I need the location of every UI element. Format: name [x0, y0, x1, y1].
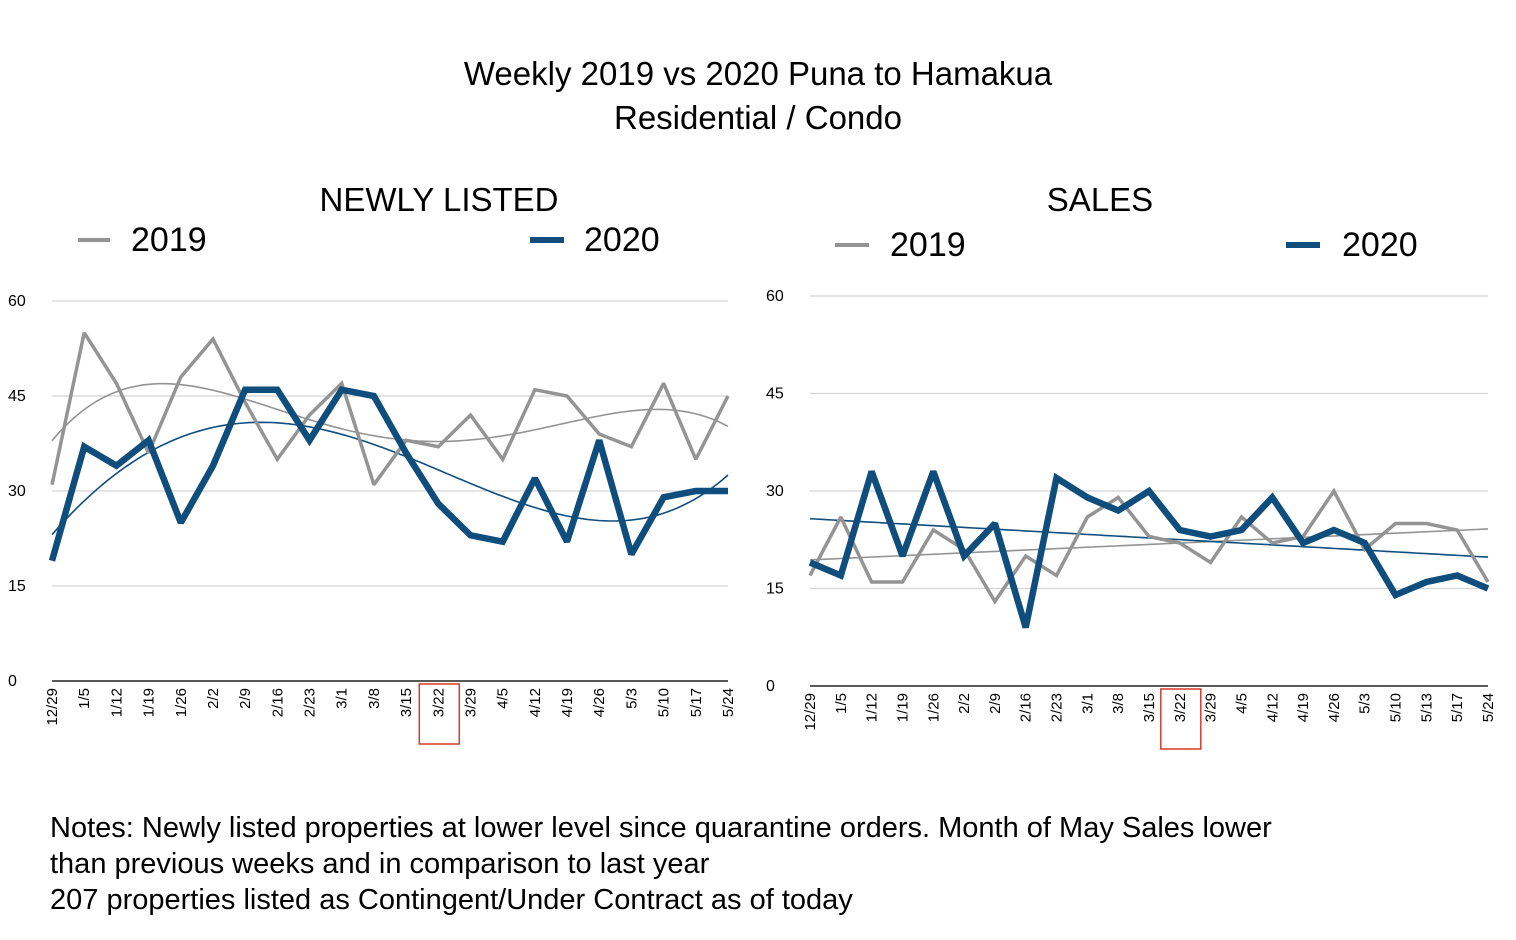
- sales-x-tick-label: 3/8: [1110, 693, 1127, 714]
- sales-x-tick-label: 4/5: [1233, 693, 1250, 714]
- newly-listed-y-tick-30: 30: [8, 483, 26, 500]
- newly-listed-y-tick-0: 0: [8, 673, 17, 690]
- newly-listed-y-tick-15: 15: [8, 578, 26, 595]
- notes-line-2: than previous weeks and in comparison to…: [50, 848, 710, 880]
- sales-y-tick-15: 15: [766, 581, 784, 598]
- newly-listed-highlight-box: [418, 683, 461, 745]
- newly-listed-x-tick-label: 1/5: [76, 688, 93, 709]
- sales-x-tick-label: 12/29: [802, 693, 819, 731]
- sales-x-tick-label: 4/26: [1326, 693, 1343, 722]
- newly-listed-x-tick-label: 5/3: [623, 688, 640, 709]
- sales-legend: 2019 2020: [835, 226, 1418, 264]
- sales-y-tick-30: 30: [766, 483, 784, 500]
- sales-x-tick-label: 1/26: [925, 693, 942, 722]
- newly-listed-y-tick-45: 45: [8, 388, 26, 405]
- sales-chart: SALES 2019 2020 0 15 30 45 60 12/29 1/5 1/12 1/19 1/…: [766, 181, 1497, 750]
- notes: Notes: Newly listed properties at lower …: [50, 810, 1490, 918]
- sales-x-tick-label: 5/24: [1480, 693, 1497, 722]
- sales-x-tick-label: 4/19: [1295, 693, 1312, 722]
- newly-listed-x-tick-label: 5/17: [688, 688, 705, 717]
- main-title-line-2: Residential / Condo: [613, 99, 902, 136]
- sales-x-tick-label: 3/1: [1079, 693, 1096, 714]
- sales-y-tick-60: 60: [766, 288, 784, 305]
- newly-listed-x-tick-label: 3/15: [398, 688, 415, 717]
- newly-listed-title: NEWLY LISTED: [319, 181, 558, 218]
- newly-listed-legend-label-2019: 2019: [131, 221, 207, 259]
- sales-x-tick-label: 1/19: [894, 693, 911, 722]
- newly-listed-x-tick-label: 4/19: [559, 688, 576, 717]
- newly-listed-series-line-2020: [48, 386, 728, 562]
- newly-listed-trendline-2019: [51, 382, 729, 443]
- newly-listed-x-tick-label: 3/8: [366, 688, 383, 709]
- newly-listed-x-tick-label: 2/16: [269, 688, 286, 717]
- newly-listed-chart: NEWLY LISTED 2019 2020 0 15 30 45 60 12/29 1/5 1/1…: [8, 181, 737, 745]
- newly-listed-x-tick-label: 3/22: [430, 688, 447, 717]
- newly-listed-x-tick-label: 1/26: [173, 688, 190, 717]
- sales-x-tick-label: 3/22: [1172, 693, 1189, 722]
- sales-legend-label-2019: 2019: [890, 226, 966, 264]
- newly-listed-series-line-2019: [50, 331, 730, 486]
- newly-listed-trendline-2020: [51, 421, 729, 536]
- sales-title: SALES: [1047, 181, 1153, 218]
- newly-listed-x-tick-label: 1/19: [141, 688, 158, 717]
- newly-listed-x-tick-label: 5/24: [720, 688, 737, 717]
- sales-x-tick-label: 2/16: [1018, 693, 1035, 722]
- newly-listed-legend-label-2020: 2020: [584, 221, 660, 259]
- newly-listed-x-tick-label: 12/29: [44, 688, 61, 726]
- newly-listed-legend: 2019 2020: [78, 221, 660, 259]
- newly-listed-x-tick-label: 5/10: [656, 688, 673, 717]
- sales-x-tick-label: 2/2: [956, 693, 973, 714]
- sales-x-tick-label: 3/15: [1141, 693, 1158, 722]
- newly-listed-x-tick-label: 2/2: [205, 688, 222, 709]
- sales-x-tick-label: 5/3: [1357, 693, 1374, 714]
- sales-x-tick-label: 2/9: [987, 693, 1004, 714]
- newly-listed-y-tick-60: 60: [8, 293, 26, 310]
- newly-listed-x-tick-label: 4/26: [591, 688, 608, 717]
- newly-listed-x-tick-label: 2/23: [302, 688, 319, 717]
- sales-x-tick-label: 4/12: [1264, 693, 1281, 722]
- sales-x-tick-label: 3/29: [1203, 693, 1220, 722]
- notes-line-3: 207 properties listed as Contingent/Unde…: [50, 884, 853, 916]
- sales-x-tick-label: 1/5: [833, 693, 850, 714]
- sales-legend-label-2020: 2020: [1342, 226, 1418, 264]
- sales-highlight-box: [1160, 688, 1202, 750]
- newly-listed-x-tick-label: 4/12: [527, 688, 544, 717]
- sales-x-tick-label: 5/13: [1418, 693, 1435, 722]
- main-title: Weekly 2019 vs 2020 Puna to Hamakua Resi…: [0, 52, 1516, 140]
- sales-y-tick-45: 45: [766, 386, 784, 403]
- main-title-line-1: Weekly 2019 vs 2020 Puna to Hamakua: [463, 55, 1053, 92]
- sales-x-tick-label: 5/10: [1388, 693, 1405, 722]
- sales-x-tick-label: 2/23: [1049, 693, 1066, 722]
- notes-line-1: Notes: Newly listed properties at lower …: [50, 812, 1272, 844]
- sales-x-tick-label: 5/17: [1449, 693, 1466, 722]
- newly-listed-x-tick-label: 2/9: [237, 688, 254, 709]
- sales-trendline-2019: [809, 528, 1489, 561]
- newly-listed-x-tick-label: 1/12: [108, 688, 125, 717]
- newly-listed-x-tick-label: 3/1: [334, 688, 351, 709]
- sales-series-line-2019: [808, 487, 1490, 605]
- newly-listed-x-tick-label: 4/5: [495, 688, 512, 709]
- sales-series-line-2020: [808, 470, 1490, 629]
- sales-y-tick-0: 0: [766, 678, 775, 695]
- sales-x-tick-label: 1/12: [864, 693, 881, 722]
- newly-listed-x-tick-label: 3/29: [462, 688, 479, 717]
